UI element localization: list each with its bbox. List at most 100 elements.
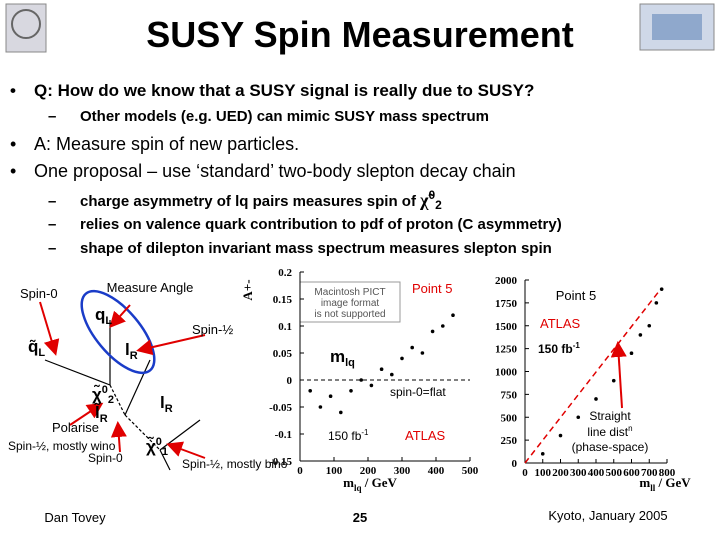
annotation: 150 fb [538, 342, 573, 356]
pict-note: is not supported [314, 309, 385, 320]
point [430, 329, 435, 334]
point [328, 394, 333, 399]
bullet-dot: • [10, 161, 16, 181]
point [594, 397, 598, 401]
annotation: Point 5 [556, 288, 596, 303]
annotation: Straight [589, 409, 631, 423]
particle: q̃ [28, 337, 38, 356]
particle: l̃R [94, 402, 108, 425]
point [349, 389, 353, 393]
footer-author: Dan Tovey [44, 510, 106, 525]
label: Spin-½ [192, 322, 233, 337]
sub: R [130, 350, 138, 362]
sup: 0 [428, 188, 435, 202]
sup: -1 [573, 341, 581, 350]
annotation: line dist [587, 425, 628, 439]
particle: lR [125, 340, 138, 362]
y-tick-label: 500 [501, 412, 518, 424]
x-axis-label: mll / GeV [639, 475, 691, 493]
particle: χ̃01 [146, 436, 168, 458]
x-tick-label: 400 [428, 465, 445, 477]
y-tick-label: 1250 [495, 344, 518, 356]
sub-bullet: Other models (e.g. UED) can mimic SUSY m… [80, 108, 489, 125]
sub-bullet: shape of dilepton invariant mass spectru… [80, 240, 552, 257]
particle: χ̃02 [92, 384, 114, 406]
x-tick-label: 200 [360, 465, 377, 477]
x-tick-label: 500 [606, 467, 623, 479]
point [359, 378, 364, 382]
x-tick-label: 0 [297, 465, 303, 477]
particle: q̃L [28, 337, 45, 359]
pict-note: Macintosh PICT [314, 287, 385, 298]
point [369, 383, 374, 388]
sub: lq [345, 357, 355, 369]
label: Spin-0 [20, 286, 58, 301]
x-tick-label: 500 [462, 465, 479, 477]
point [611, 378, 616, 383]
footer-venue: Kyoto, January 2005 [548, 508, 667, 523]
x-axis-unit: / GeV [655, 475, 691, 490]
point [390, 372, 394, 377]
y-axis-label: A+- [240, 279, 255, 300]
x-tick-label: 700 [641, 467, 658, 479]
annotation: ATLAS [540, 316, 581, 331]
sub-bullet-dash: – [48, 216, 56, 233]
x-tick-label: 400 [588, 467, 605, 479]
y-tick-label: 0.2 [278, 267, 292, 279]
y-tick-label: 0.05 [273, 348, 293, 360]
x-axis-unit: / GeV [361, 475, 397, 490]
annotation: Point 5 [412, 281, 452, 296]
x-tick-label: 100 [535, 467, 552, 479]
y-tick-label: 1500 [495, 321, 518, 333]
point [308, 389, 313, 393]
y-tick-label: 2000 [495, 275, 518, 287]
sub-bullet: relies on valence quark contribution to … [80, 216, 562, 233]
y-tick-label: 0.1 [278, 321, 292, 333]
sup: 0 [156, 436, 162, 448]
particle: lR [160, 393, 173, 415]
y-tick-label: 250 [501, 435, 518, 447]
point [576, 415, 581, 420]
arrow [39, 301, 60, 356]
x-axis-label: m [343, 475, 354, 490]
point [441, 324, 445, 328]
sup: -1 [361, 428, 369, 437]
annotation: mlq [330, 347, 355, 369]
logo-left-mark [11, 9, 41, 39]
particle: χ̃ [92, 384, 102, 404]
point [339, 410, 343, 415]
y-tick-label: -0.1 [275, 429, 292, 441]
point [654, 301, 659, 305]
sub: L [105, 315, 112, 327]
title: SUSY Spin Measurement [146, 14, 573, 55]
y-tick-label: 1000 [495, 367, 518, 379]
diagram [44, 289, 201, 471]
bullet-dot: • [10, 81, 16, 100]
particle: q [95, 305, 105, 324]
reference-line [524, 289, 661, 464]
point [659, 287, 664, 291]
y-tick-label: 0 [287, 375, 293, 387]
x-tick-label: 0 [522, 467, 528, 479]
point [420, 351, 425, 355]
pict-note: image format [321, 298, 380, 309]
annotation: (phase-space) [572, 440, 649, 454]
bullet: One proposal – use ‘standard’ two-body s… [34, 161, 516, 181]
point [318, 405, 323, 409]
label: Spin-0 [88, 451, 123, 465]
y-tick-label: -0.15 [269, 456, 292, 468]
y-tick-label: 1750 [495, 298, 518, 310]
point [379, 367, 384, 372]
x-tick-label: 300 [394, 465, 411, 477]
particle: l̃ [94, 402, 101, 422]
annotation: ATLAS [405, 428, 446, 443]
arrow [166, 441, 206, 459]
arrow [109, 304, 131, 328]
annotation: 150 fb-1 [538, 341, 580, 356]
sup: n [628, 424, 632, 433]
arrow [69, 402, 104, 426]
point [400, 356, 404, 361]
y-tick-label: 0 [512, 458, 518, 470]
particle: l [125, 340, 130, 359]
pict-box [299, 281, 401, 323]
